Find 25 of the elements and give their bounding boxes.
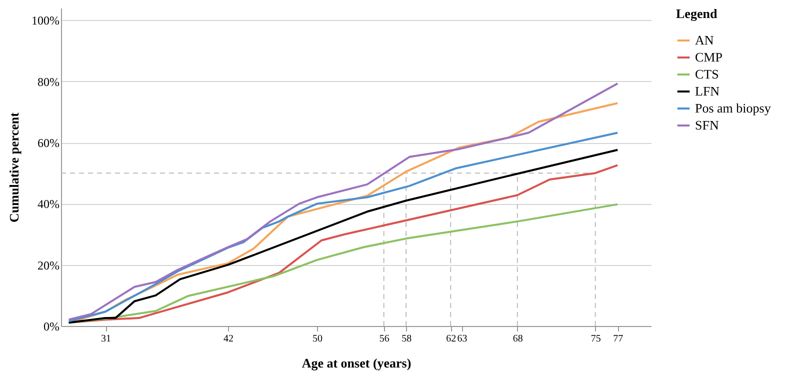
x-tick-label: 75: [590, 334, 601, 344]
y-tick-label: 60%: [38, 136, 60, 150]
x-axis-title: Age at onset (years): [302, 356, 412, 370]
x-tick-label: 58: [402, 334, 412, 344]
y-tick-label: 100%: [32, 14, 60, 28]
x-tick-label: 31: [101, 334, 112, 344]
legend-label: CMP: [695, 50, 722, 64]
y-tick-label: 0%: [44, 320, 60, 334]
legend-label: LFN: [695, 84, 720, 98]
y-tick-label: 20%: [38, 258, 60, 272]
legend-label: AN: [695, 32, 714, 48]
legend-label: CTS: [695, 66, 719, 82]
x-tick-label: 68: [512, 334, 523, 344]
x-tick-label: 77: [613, 334, 624, 344]
y-tick-label: 40%: [38, 197, 60, 212]
y-axis-title: Cumulative percent: [6, 112, 22, 222]
x-tick-label: 62: [446, 334, 456, 344]
x-tick-label: 42: [223, 334, 234, 344]
y-tick-label: 80%: [38, 74, 60, 89]
x-tick-label: 50: [312, 334, 323, 344]
legend-label: SFN: [695, 118, 720, 132]
legend-label: Pos am biopsy: [695, 100, 772, 116]
legend-title: Legend: [676, 6, 718, 21]
x-tick-label: 56: [379, 334, 390, 344]
x-tick-label: 63: [457, 334, 468, 344]
